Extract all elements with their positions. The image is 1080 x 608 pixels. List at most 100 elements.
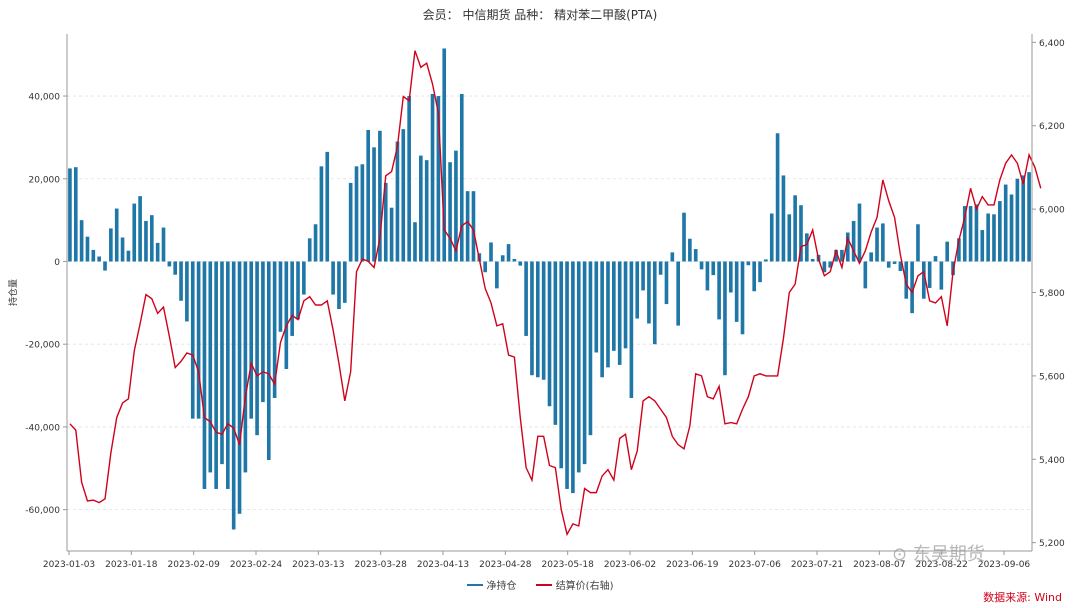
bar: [746, 261, 751, 266]
bar: [489, 242, 493, 262]
bar: [676, 261, 680, 326]
x-tick-label: 2023-04-28: [479, 560, 532, 570]
bar: [313, 224, 318, 262]
bar: [1027, 172, 1031, 262]
bar: [758, 261, 762, 283]
bar: [331, 261, 335, 295]
legend-item-net[interactable]: 净持仓: [466, 577, 517, 592]
bar: [103, 261, 107, 271]
bar: [775, 133, 780, 262]
bar: [372, 147, 376, 262]
bar: [383, 182, 388, 262]
net-position-bars: [68, 48, 1031, 530]
bar: [272, 261, 277, 398]
bar: [933, 256, 938, 262]
bar: [471, 191, 476, 262]
bar: [845, 232, 850, 262]
bar: [337, 261, 341, 310]
y-tick-label: 40,000: [29, 93, 61, 103]
bar: [237, 261, 242, 514]
bar: [734, 261, 739, 322]
bar: [547, 261, 552, 407]
bar: [541, 261, 546, 380]
x-tick-label: 2023-08-22: [916, 560, 968, 570]
bar: [389, 207, 394, 262]
x-tick-label: 2023-04-13: [417, 560, 469, 570]
y2-tick-label: 5,800: [1039, 289, 1065, 299]
x-tick-label: 2023-03-13: [292, 560, 344, 570]
bar: [787, 214, 792, 262]
bar: [664, 261, 669, 305]
bar: [120, 237, 125, 262]
bar: [828, 261, 833, 268]
bar: [325, 151, 330, 262]
bar: [927, 261, 932, 288]
bar: [395, 141, 400, 262]
bar: [764, 259, 768, 262]
x-tick-label: 2023-06-02: [604, 560, 656, 570]
bar: [752, 261, 757, 292]
bar: [144, 220, 148, 262]
y2-tick-label: 5,200: [1039, 539, 1065, 549]
bar: [366, 129, 371, 262]
bar: [296, 261, 300, 320]
bar: [430, 93, 435, 262]
bar: [834, 249, 838, 262]
watermark-logo: ⊙ 东吴期货: [892, 540, 985, 566]
bar: [284, 261, 289, 370]
bar: [635, 261, 640, 319]
bar: [149, 215, 154, 262]
bar: [974, 204, 979, 262]
x-tick-label: 2023-03-28: [355, 560, 408, 570]
watermark-text: 东吴期货: [912, 544, 985, 565]
bar: [342, 261, 347, 303]
legend-label-net: 净持仓: [486, 581, 517, 592]
bar: [518, 261, 523, 266]
bar: [290, 261, 294, 336]
bar: [670, 252, 675, 262]
bar: [606, 261, 610, 368]
bar: [629, 261, 634, 398]
bar: [190, 261, 195, 419]
bar: [617, 261, 622, 365]
bar: [904, 261, 909, 299]
bar: [957, 238, 961, 262]
bar: [986, 213, 990, 262]
chart-title: 会员： 中信期货 品种： 精对苯二甲酸(PTA): [0, 6, 1080, 23]
bar: [892, 261, 897, 264]
bar: [454, 150, 458, 262]
wechat-icon: ⊙: [892, 544, 908, 565]
bar: [1015, 178, 1020, 262]
bar: [553, 261, 558, 425]
legend-swatch-bar-icon: [466, 583, 483, 586]
bar: [576, 261, 581, 473]
y2-tick-label: 5,400: [1039, 456, 1065, 466]
bar: [1021, 175, 1026, 262]
bar: [155, 242, 160, 262]
bar: [442, 48, 447, 262]
y-tick-label: 0: [54, 258, 60, 268]
x-tick-label: 2023-02-24: [230, 560, 283, 570]
x-tick-label: 2023-08-07: [853, 560, 905, 570]
bar: [261, 261, 265, 403]
x-tick-label: 2023-01-18: [105, 560, 158, 570]
bar: [652, 261, 657, 345]
chart-title-text: 会员： 中信期货 品种： 精对苯二甲酸(PTA): [422, 8, 658, 22]
y-axis-label: 持仓量: [7, 279, 19, 306]
bar: [647, 261, 651, 324]
bar: [114, 208, 119, 262]
bar: [524, 261, 528, 336]
bar: [132, 203, 137, 262]
bar: [916, 224, 920, 262]
x-tick-label: 2023-05-18: [542, 560, 595, 570]
legend-item-price[interactable]: 结算价(右轴): [535, 577, 614, 592]
bar: [167, 261, 172, 267]
bar: [208, 261, 213, 473]
bar: [79, 220, 84, 262]
bar: [682, 212, 686, 262]
bar: [810, 259, 815, 262]
bar: [348, 182, 353, 262]
bar: [185, 261, 189, 322]
bar: [407, 96, 411, 262]
bar: [278, 261, 283, 332]
